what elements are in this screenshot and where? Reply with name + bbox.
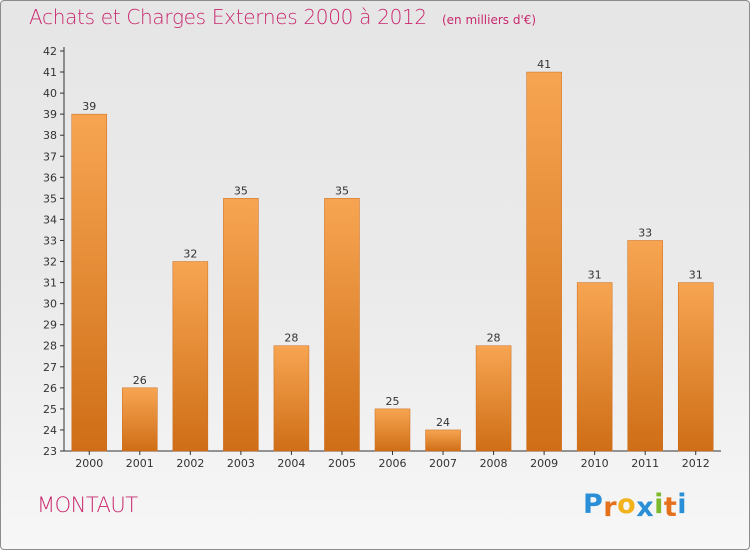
bar [172, 261, 209, 452]
proxiti-logo: Proxiti [583, 489, 688, 523]
bar [475, 345, 512, 452]
bar [273, 345, 310, 452]
bar [425, 429, 461, 452]
y-tick-label: 25 [43, 403, 57, 416]
bar-value-label: 39 [82, 100, 96, 113]
y-tick-label: 31 [43, 277, 57, 290]
bar-value-label: 35 [335, 184, 349, 197]
y-tick-label: 32 [43, 256, 57, 269]
bar-value-label: 33 [638, 226, 652, 239]
y-tick-label: 40 [43, 87, 57, 100]
y-tick-label: 39 [43, 108, 57, 121]
y-tick-label: 28 [43, 340, 57, 353]
bar-value-label: 31 [689, 269, 703, 282]
bar [374, 408, 411, 452]
bar [526, 71, 562, 452]
x-tick-label: 2004 [277, 457, 305, 470]
bar-value-label: 28 [284, 332, 298, 345]
bar-value-label: 32 [183, 248, 197, 261]
y-tick-label: 23 [43, 445, 57, 458]
x-tick-label: 2011 [631, 457, 659, 470]
y-tick-label: 30 [43, 298, 57, 311]
x-tick-label: 2005 [328, 457, 356, 470]
x-tick-label: 2012 [682, 457, 710, 470]
x-tick-label: 2000 [75, 457, 103, 470]
bar [324, 198, 360, 452]
y-tick-label: 41 [43, 66, 57, 79]
logo-letter: i [677, 489, 688, 520]
logo-letter: x [636, 492, 655, 523]
x-tick-label: 2008 [480, 457, 508, 470]
bar [71, 113, 108, 452]
logo-letter: r [603, 492, 618, 523]
bar-value-label: 41 [537, 58, 551, 71]
y-tick-label: 36 [43, 171, 57, 184]
x-tick-label: 2009 [530, 457, 558, 470]
bar [627, 240, 663, 452]
chart-subtitle: (en milliers d'€) [441, 13, 537, 27]
y-tick-label: 27 [43, 361, 57, 374]
commune-name: MONTAUT [37, 493, 138, 517]
y-tick-label: 29 [43, 319, 57, 332]
bar-value-label: 24 [436, 416, 450, 429]
bar [122, 387, 158, 452]
logo-letter: o [617, 489, 637, 520]
x-tick-label: 2002 [176, 457, 204, 470]
bar-value-label: 26 [133, 374, 147, 387]
bar-value-label: 31 [588, 269, 602, 282]
y-tick-label: 24 [43, 424, 57, 437]
x-tick-label: 2006 [379, 457, 407, 470]
bar-value-label: 25 [386, 395, 400, 408]
x-tick-label: 2010 [581, 457, 609, 470]
y-tick-label: 34 [43, 213, 57, 226]
bar-value-label: 28 [487, 332, 501, 345]
y-tick-label: 42 [43, 45, 57, 58]
title-row: Achats et Charges Externes 2000 à 2012 (… [29, 5, 536, 29]
x-tick-label: 2003 [227, 457, 255, 470]
y-tick-label: 26 [43, 382, 57, 395]
y-tick-label: 33 [43, 234, 57, 247]
y-tick-label: 38 [43, 129, 57, 142]
bar [576, 282, 613, 452]
x-tick-label: 2001 [126, 457, 154, 470]
y-tick-label: 35 [43, 192, 57, 205]
logo-letter: i [654, 489, 664, 520]
bar [223, 198, 259, 452]
logo-letter: t [663, 492, 678, 523]
x-tick-label: 2007 [429, 457, 457, 470]
chart-title: Achats et Charges Externes 2000 à 2012 [29, 5, 427, 29]
bar-value-label: 35 [234, 184, 248, 197]
y-tick-label: 37 [43, 150, 57, 163]
bar [677, 282, 714, 452]
logo-letter: P [583, 489, 604, 520]
